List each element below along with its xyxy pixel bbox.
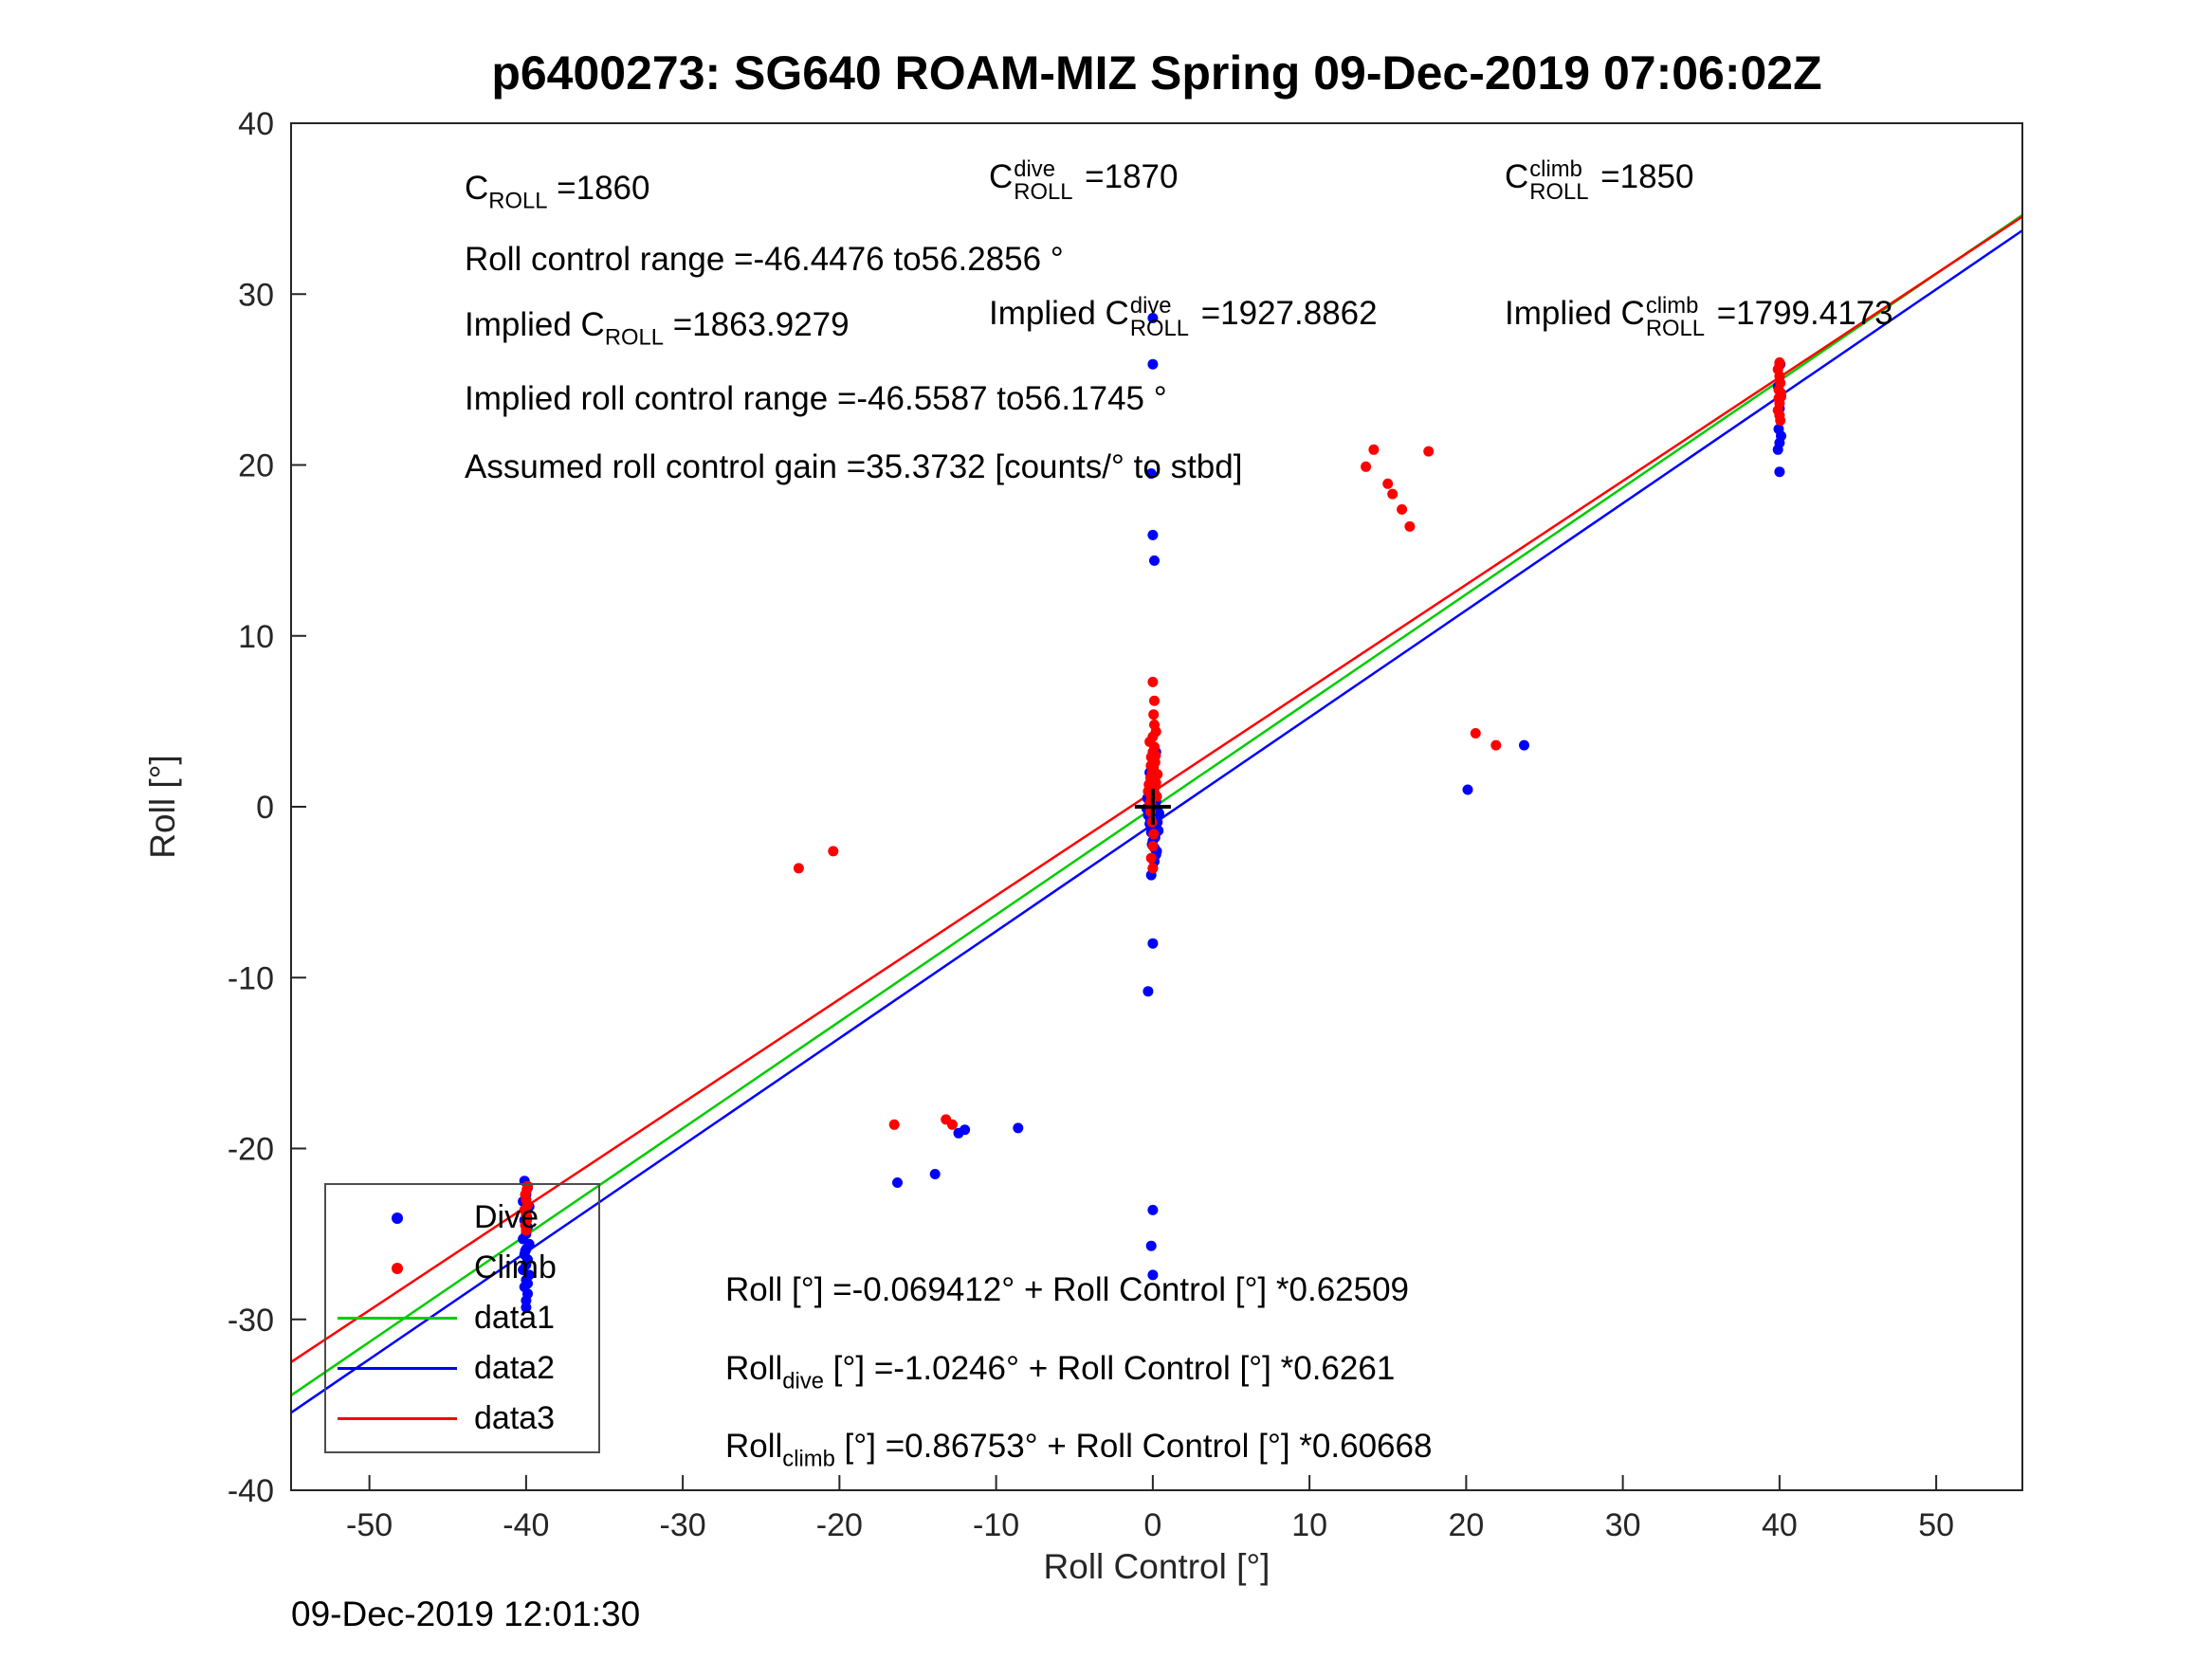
legend-item-climb: Climb — [326, 1243, 598, 1293]
y-tick-label: 30 — [238, 277, 274, 313]
legend-item-data1: data1 — [326, 1293, 598, 1343]
legend-label: data2 — [474, 1350, 556, 1386]
subscript: dive — [782, 1368, 824, 1395]
legend-line-marker — [338, 1317, 457, 1320]
annotation-control-gain: Assumed roll control gain =35.3732 [coun… — [465, 448, 1243, 485]
y-tick-label: -40 — [228, 1473, 274, 1509]
y-tick-label: 40 — [238, 106, 274, 142]
legend-label: Dive — [474, 1199, 539, 1235]
stacked-sup-sub: climb ROLL — [1645, 292, 1705, 341]
subscript: ROLL — [488, 188, 548, 214]
legend-list: Dive Climb data1 data2 data3 — [326, 1193, 598, 1444]
stacked-sup-sub: dive ROLL — [1129, 292, 1189, 341]
origin-plus-marker — [1134, 789, 1171, 825]
x-tick-label: -30 — [660, 1507, 706, 1543]
y-tick-label: 0 — [256, 790, 274, 826]
y-tick-label: -30 — [228, 1303, 274, 1339]
legend-line-marker — [338, 1367, 457, 1370]
legend-label: data1 — [474, 1300, 556, 1336]
x-axis-label: Roll Control [°] — [1043, 1547, 1271, 1586]
x-tick-label: 10 — [1291, 1507, 1327, 1543]
subscript: climb — [782, 1446, 835, 1472]
y-tick-label: -20 — [228, 1132, 274, 1168]
annotation-c-roll: CROLL =1860 — [465, 170, 650, 214]
legend-item-data3: data3 — [326, 1394, 598, 1444]
x-tick-label: 40 — [1762, 1507, 1798, 1543]
x-tick-label: -20 — [816, 1507, 863, 1543]
axes-box — [290, 122, 2023, 1491]
fit-equation-all: Roll [°] =-0.069412° + Roll Control [°] … — [725, 1271, 1410, 1308]
x-tick-label: 30 — [1605, 1507, 1641, 1543]
legend-label: Climb — [474, 1249, 557, 1285]
x-tick-label: -40 — [503, 1507, 549, 1543]
legend-box: Dive Climb data1 data2 data3 — [324, 1183, 600, 1453]
legend-dot-marker — [338, 1212, 457, 1224]
x-tick-label: 50 — [1918, 1507, 1954, 1543]
y-axis-label: Roll [°] — [143, 755, 182, 859]
y-tick-label: 10 — [238, 619, 274, 655]
x-tick-label: -50 — [346, 1507, 393, 1543]
legend-label: data3 — [474, 1400, 556, 1436]
annotation-implied-range: Implied roll control range =-46.5587 to5… — [465, 380, 1167, 417]
legend-line-marker — [338, 1417, 457, 1420]
fit-equation-dive: Rolldive [°] =-1.0246° + Roll Control [°… — [725, 1350, 1396, 1395]
y-tick-label: -10 — [228, 960, 274, 996]
y-tick-label: 20 — [238, 448, 274, 484]
axis-ticks: -50 -40 -30 -20 -10 0 10 20 30 40 50 -40 -30 -20 -10 0 1… — [228, 106, 1954, 1543]
stacked-sup-sub: dive ROLL — [1014, 155, 1073, 205]
annotation-roll-range: Roll control range =-46.4476 to56.2856 ° — [465, 241, 1064, 278]
x-tick-label: 0 — [1143, 1507, 1161, 1543]
fit-equation-climb: Rollclimb [°] =0.86753° + Roll Control [… — [725, 1428, 1433, 1472]
stacked-sup-sub: climb ROLL — [1529, 155, 1589, 205]
legend-dot-marker — [338, 1262, 457, 1274]
x-tick-label: 20 — [1448, 1507, 1484, 1543]
legend-item-data2: data2 — [326, 1343, 598, 1394]
x-tick-label: -10 — [973, 1507, 1019, 1543]
plot-title: p6400273: SG640 ROAM-MIZ Spring 09-Dec-2… — [491, 46, 1822, 100]
subscript: ROLL — [604, 324, 664, 351]
annotation-implied-c-roll: Implied CROLL =1863.9279 — [465, 306, 850, 351]
legend-item-dive: Dive — [326, 1193, 598, 1243]
creation-timestamp: 09-Dec-2019 12:01:30 — [291, 1595, 641, 1633]
